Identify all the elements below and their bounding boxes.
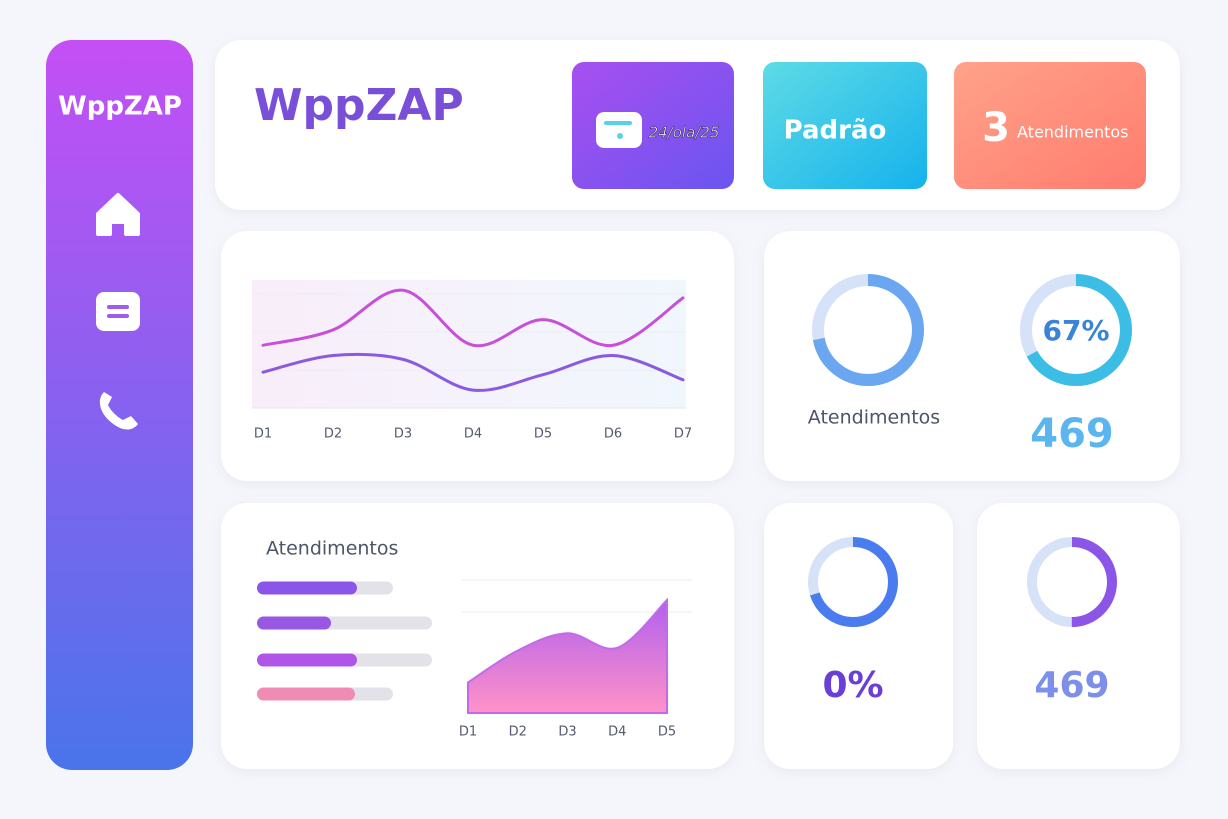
bar-list-title: Atendimentos: [266, 538, 398, 560]
calendar-icon: [596, 112, 642, 148]
sidebar: [46, 40, 193, 770]
donut-arc: [1027, 537, 1117, 627]
x-tick-label: D3: [394, 427, 412, 442]
x-tick-label: D1: [459, 725, 477, 740]
area-fill: [467, 597, 668, 714]
donut-arc: [808, 537, 898, 627]
bar: [257, 687, 355, 701]
bar: [257, 653, 357, 667]
brand: WppZAP: [58, 92, 182, 122]
donut-arc: [1020, 274, 1132, 386]
donut-total: 469: [1030, 411, 1114, 457]
line-series: [261, 288, 685, 348]
count: 3: [982, 105, 1010, 151]
line-series: [261, 352, 685, 392]
home-icon[interactable]: [96, 193, 140, 236]
donut-panel: [764, 231, 1180, 481]
x-tick-label: D2: [324, 427, 342, 442]
x-tick-label: D6: [604, 427, 622, 442]
date-card: [572, 62, 734, 189]
card-value: 0%: [822, 665, 883, 706]
list-icon[interactable]: [96, 292, 140, 331]
x-tick-label: D4: [464, 427, 482, 442]
x-tick-label: D2: [509, 725, 527, 740]
count-card: [954, 62, 1146, 189]
small-card: [977, 503, 1180, 769]
x-tick-label: D3: [558, 725, 576, 740]
card-value: 469: [1034, 665, 1109, 706]
donut-percent: 67%: [1042, 314, 1109, 347]
date: 24/ola/25: [649, 124, 720, 142]
bar: [257, 616, 331, 630]
mode-card: [763, 62, 927, 189]
x-tick-label: D1: [254, 427, 272, 442]
count-label: Atendimentos: [1017, 123, 1129, 142]
header-title: WppZAP: [254, 80, 464, 131]
x-tick-label: D7: [674, 427, 692, 442]
donut-arc: [812, 274, 924, 386]
bar: [257, 581, 357, 595]
mode: Padrão: [784, 116, 887, 146]
x-tick-label: D5: [534, 427, 552, 442]
x-tick-label: D5: [658, 725, 676, 740]
x-tick-label: D4: [608, 725, 626, 740]
phone-icon[interactable]: [99, 392, 138, 430]
donut-label: Atendimentos: [808, 407, 940, 429]
